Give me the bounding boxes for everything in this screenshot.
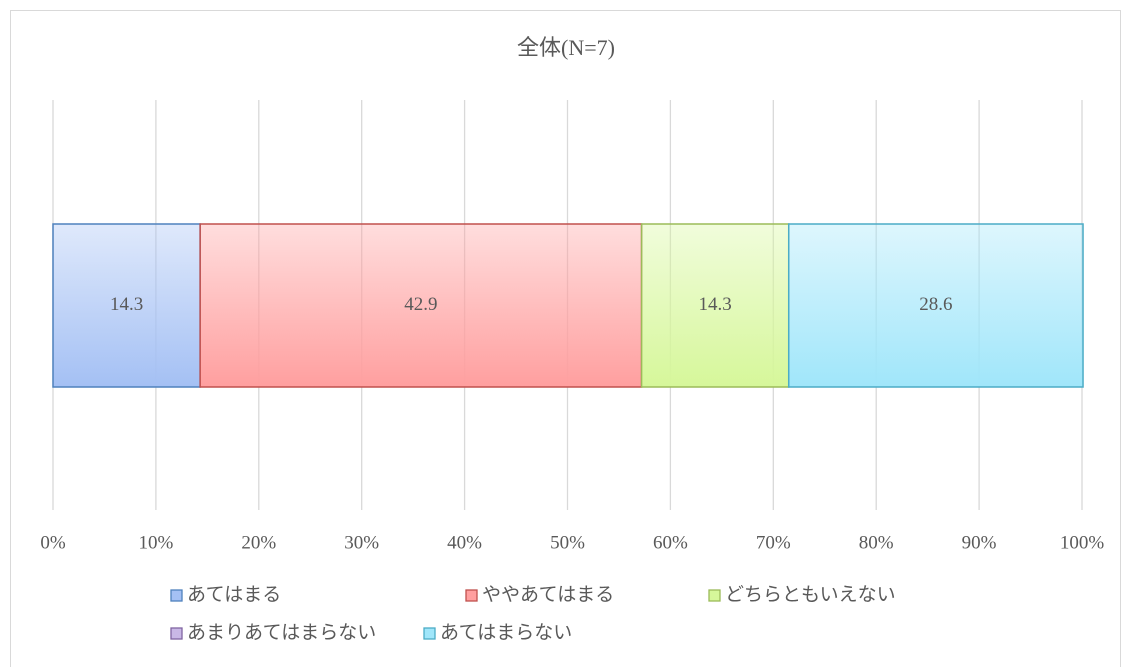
legend-label: ややあてはまる xyxy=(482,583,614,605)
x-tick-label: 100% xyxy=(1060,532,1105,553)
data-label: 28.6 xyxy=(919,294,952,315)
x-tick-label: 60% xyxy=(653,532,688,553)
x-tick-label: 80% xyxy=(859,532,894,553)
legend-swatch xyxy=(170,627,183,640)
x-tick-label: 10% xyxy=(138,532,173,553)
bar-segment xyxy=(52,223,201,388)
data-label: 42.9 xyxy=(404,294,437,315)
x-tick-label: 0% xyxy=(40,532,66,553)
x-tick-label: 90% xyxy=(962,532,997,553)
data-label: 14.3 xyxy=(110,294,143,315)
legend-label: どちらともいえない xyxy=(725,583,896,605)
data-label: 14.3 xyxy=(699,294,732,315)
bar-segment xyxy=(787,223,1084,388)
chart-title: 全体(N=7) xyxy=(517,35,615,60)
legend-swatch xyxy=(170,589,183,602)
legend-label: あまりあてはまらない xyxy=(187,622,376,643)
x-tick-label: 70% xyxy=(756,532,791,553)
legend-label: あてはまる xyxy=(187,584,281,605)
x-tick-label: 50% xyxy=(550,532,585,553)
x-tick-label: 40% xyxy=(447,532,482,553)
legend-swatch xyxy=(465,589,478,602)
x-tick-label: 30% xyxy=(344,532,379,553)
bar-segment xyxy=(640,223,790,388)
legend-label: あてはまらない xyxy=(440,622,572,643)
legend-swatch xyxy=(708,589,721,602)
x-tick-label: 20% xyxy=(241,532,276,553)
legend-swatch xyxy=(423,627,436,640)
